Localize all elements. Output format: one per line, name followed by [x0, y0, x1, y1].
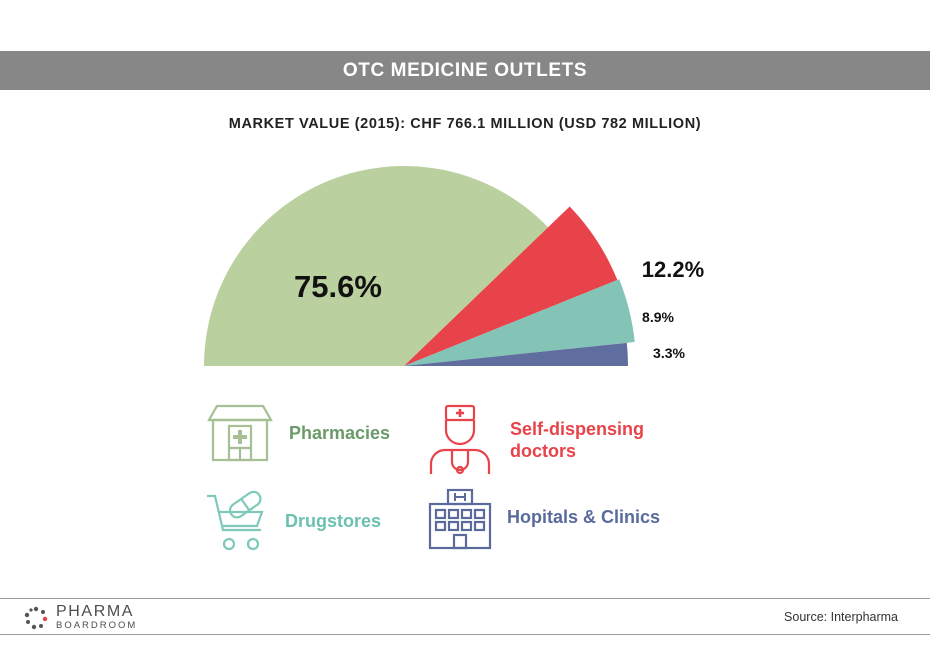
half-pie-chart: 75.6% 12.2% 8.9% 3.3% — [204, 166, 704, 366]
footer-top-rule — [0, 598, 930, 599]
pharmacy-building-icon — [207, 404, 273, 462]
hospital-building-icon — [428, 488, 492, 550]
slice-self-dispensing-doctors — [404, 206, 618, 366]
slice-hospitals-clinics — [404, 342, 628, 366]
logo-dots-icon — [24, 606, 48, 629]
legend-label-self-dispensing-doctors: Self-dispensing doctors — [510, 419, 645, 461]
source-credit: Source: Interpharma — [784, 610, 898, 624]
label-drugstores: 8.9% — [642, 309, 674, 325]
label-pharmacies: 75.6% — [294, 269, 382, 304]
pill-cart-icon — [207, 490, 264, 551]
legend-item-pharmacies: Pharmacies — [207, 400, 390, 466]
legend-label-hospitals-clinics: Hopitals & Clinics — [507, 507, 661, 527]
pharma-boardroom-logo: PHARMA BOARDROOM — [24, 604, 137, 631]
slice-drugstores — [404, 279, 635, 366]
slice-pharmacies — [204, 166, 549, 366]
legend-item-self-dispensing-doctors: Self-dispensing doctors — [427, 404, 660, 476]
doctor-icon — [429, 404, 491, 475]
chart-title: OTC MEDICINE OUTLETS — [342, 60, 588, 81]
legend-item-hospitals-clinics: Hopitals & Clinics — [427, 484, 660, 550]
legend-item-drugstores: Drugstores — [205, 488, 381, 554]
chart-subtitle: MARKET VALUE (2015): CHF 766.1 MILLION (… — [228, 116, 702, 132]
legend-label-pharmacies: Pharmacies — [289, 423, 391, 443]
logo-top-text: PHARMA — [56, 603, 135, 620]
legend-label-drugstores: Drugstores — [285, 511, 382, 531]
title-banner: OTC MEDICINE OUTLETS — [0, 51, 930, 90]
label-hospitals-clinics: 3.3% — [653, 345, 685, 361]
logo-wordmark: PHARMA BOARDROOM — [56, 603, 138, 632]
label-self-dispensing-doctors: 12.2% — [642, 257, 704, 282]
logo-bottom-text: BOARDROOM — [56, 620, 138, 631]
footer-bottom-rule — [0, 634, 930, 635]
